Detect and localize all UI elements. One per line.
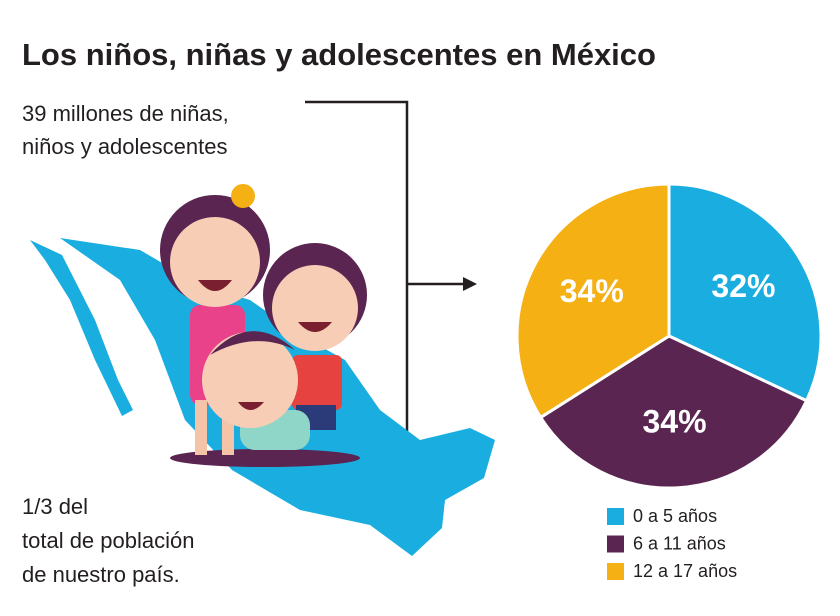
- legend-label: 6 a 11 años: [633, 533, 726, 553]
- arrow-head: [463, 277, 477, 291]
- pie-slice: [538, 334, 809, 490]
- slice-label: 34%: [560, 273, 624, 309]
- children-illustration: [160, 184, 367, 467]
- map-baja: [30, 240, 133, 416]
- caption-bottom: de nuestro país.: [22, 562, 180, 587]
- legend-label: 0 a 5 años: [633, 506, 717, 526]
- legend-swatch: [607, 508, 624, 525]
- legend-swatch: [607, 535, 624, 553]
- slice-label: 34%: [643, 403, 707, 439]
- legend-swatch: [607, 563, 624, 580]
- pie-slice: [667, 182, 823, 403]
- title: Los niños, niñas y adolescentes en Méxic…: [22, 37, 656, 72]
- legend-label: 12 a 17 años: [633, 561, 737, 581]
- bracket: [305, 100, 409, 466]
- caption-bottom: 1/3 del: [22, 494, 88, 519]
- pie-slice: [515, 182, 671, 420]
- caption-top: 39 millones de niñas,: [22, 101, 229, 126]
- caption-bottom: total de población: [22, 528, 194, 553]
- caption-top: niños y adolescentes: [22, 134, 227, 159]
- slice-label: 32%: [711, 268, 775, 304]
